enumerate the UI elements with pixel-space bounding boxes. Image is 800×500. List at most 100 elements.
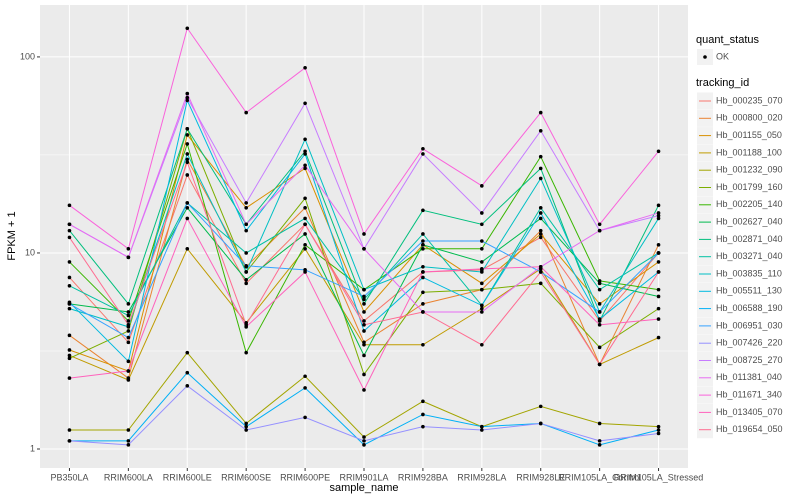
data-point <box>244 277 248 282</box>
data-point <box>421 310 425 314</box>
data-point <box>656 260 661 264</box>
data-point <box>126 335 131 340</box>
data-point <box>126 302 131 306</box>
data-point <box>303 149 307 154</box>
data-point <box>303 137 307 142</box>
y-tick-label: 100 <box>20 51 35 61</box>
data-point <box>656 428 661 432</box>
data-point <box>538 404 543 409</box>
data-point <box>656 243 661 247</box>
data-point <box>126 340 131 345</box>
legend-label: Hb_003835_110 <box>716 268 782 278</box>
data-point <box>656 294 661 299</box>
data-point <box>362 388 366 392</box>
data-point <box>480 247 484 251</box>
data-point <box>244 270 248 274</box>
data-point <box>303 243 307 247</box>
x-tick-label: PB350LA <box>50 472 88 482</box>
data-point <box>126 329 131 333</box>
data-point <box>303 65 307 70</box>
data-point <box>67 260 72 264</box>
data-point <box>185 173 190 177</box>
legend-label: Hb_001188_100 <box>716 147 782 157</box>
data-point <box>362 247 366 251</box>
data-point <box>126 247 131 251</box>
data-point <box>362 232 366 236</box>
data-point <box>126 378 131 382</box>
data-point <box>362 310 366 314</box>
data-point <box>303 152 307 156</box>
data-point <box>244 421 248 426</box>
data-point <box>362 372 366 377</box>
data-point <box>597 421 602 426</box>
legend-label: OK <box>716 51 729 61</box>
legend-symbol <box>703 55 707 59</box>
data-point <box>656 317 661 321</box>
data-point <box>303 386 307 390</box>
legend-label: Hb_019654_050 <box>716 424 783 434</box>
data-point <box>480 428 484 432</box>
data-point <box>656 270 661 274</box>
data-point <box>67 235 72 240</box>
data-point <box>185 157 190 162</box>
data-point <box>421 290 425 295</box>
data-point <box>362 443 366 447</box>
data-point <box>538 176 543 181</box>
legend-label: Hb_001799_160 <box>716 182 783 192</box>
data-point <box>656 211 661 215</box>
data-point <box>480 211 484 215</box>
data-point <box>185 216 190 221</box>
data-point <box>538 228 543 233</box>
data-point <box>597 222 602 227</box>
y-tick-label: 1 <box>30 443 35 453</box>
legend-title: quant_status <box>696 34 759 46</box>
data-point <box>421 146 425 151</box>
data-point <box>480 424 484 429</box>
data-point <box>67 228 72 233</box>
data-point <box>303 166 307 171</box>
data-point <box>244 424 248 429</box>
data-point <box>480 270 484 274</box>
data-point <box>656 424 661 429</box>
data-point <box>480 222 484 227</box>
data-point <box>538 421 543 426</box>
data-point <box>421 232 425 236</box>
data-point <box>67 428 72 432</box>
legend-label: Hb_005511_130 <box>716 286 782 296</box>
x-tick-label: RRIM105LA_Control <box>558 472 641 482</box>
data-point <box>185 26 190 31</box>
data-point <box>597 362 602 367</box>
data-point <box>480 303 484 308</box>
data-point <box>480 287 484 292</box>
data-point <box>362 340 366 345</box>
data-point <box>67 376 72 380</box>
data-point <box>421 264 425 269</box>
data-point <box>185 160 190 165</box>
data-point <box>656 216 661 221</box>
data-point <box>480 184 484 188</box>
data-point <box>185 350 190 355</box>
data-point <box>67 222 72 227</box>
data-point <box>185 142 190 146</box>
legend-label: Hb_011381_040 <box>716 372 782 382</box>
data-point <box>303 196 307 201</box>
x-tick-label: RRIM600LE <box>163 472 212 482</box>
data-point <box>303 216 307 221</box>
data-point <box>538 166 543 171</box>
x-tick-label: RRIM600PE <box>280 472 330 482</box>
data-point <box>67 283 72 288</box>
data-point <box>126 443 131 447</box>
data-point <box>244 281 248 286</box>
y-axis-label: FPKM + 1 <box>6 211 18 260</box>
data-point <box>126 323 131 327</box>
data-point <box>597 228 602 233</box>
data-point <box>303 232 307 236</box>
data-point <box>303 415 307 420</box>
data-point <box>421 275 425 280</box>
legend-label: Hb_006588_190 <box>716 303 783 313</box>
data-point <box>597 443 602 447</box>
data-point <box>185 126 190 131</box>
data-point <box>303 163 307 168</box>
data-point <box>303 101 307 106</box>
data-point <box>303 270 307 274</box>
